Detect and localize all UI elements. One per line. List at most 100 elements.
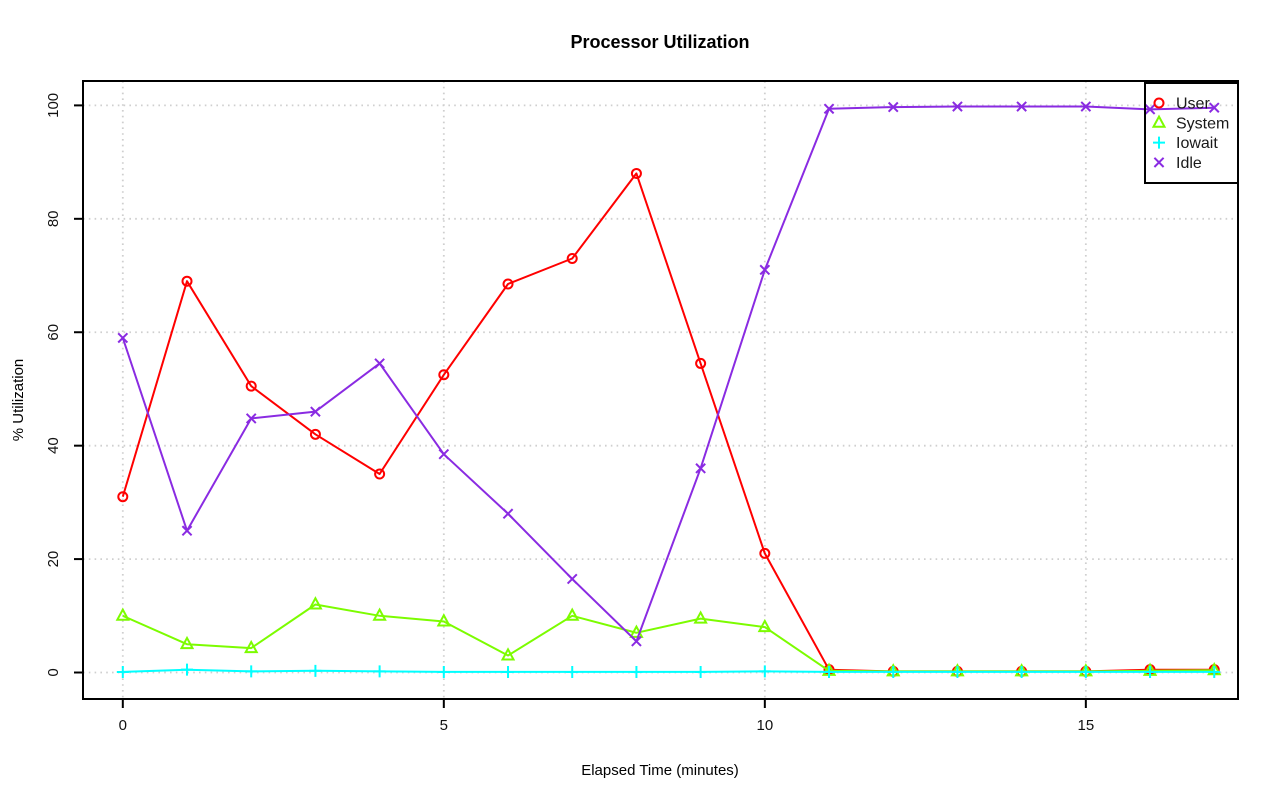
x-marker [502,508,514,520]
series-user-line [121,172,1215,673]
legend-box [1144,82,1239,184]
triangle-marker [244,639,259,654]
series-iowait-line [122,668,1215,673]
legend-label: System [1176,115,1229,132]
series-user [117,167,1220,677]
series-user-markers [117,167,1220,677]
triangle-marker [500,647,516,661]
grid [83,81,1238,699]
y-axis-title: % Utilization [10,359,27,442]
plus-marker [1015,665,1028,678]
triangle-marker [308,596,323,610]
plus-marker [758,665,771,678]
circle-marker [374,468,386,480]
x-tick-label: 5 [440,717,448,734]
y-tick-label: 20 [45,551,62,568]
plus-marker [1079,665,1092,678]
plus-marker [373,665,386,678]
triangle-marker [115,607,130,621]
plot-border [82,80,1239,700]
x-marker [1153,157,1165,168]
triangle-marker [565,607,580,621]
legend-label: Idle [1176,155,1202,172]
plus-marker [181,663,194,676]
plus-marker [823,665,836,678]
legend: User System Iowait Idle [1144,82,1239,184]
circle-marker [245,380,257,392]
circle-marker [181,275,193,287]
x-marker [1016,101,1027,112]
plus-marker [116,665,129,678]
legend-entry-system: System [1151,114,1229,132]
series-system [115,596,1222,677]
legend-entry-iowait: Iowait [1153,135,1218,152]
series-iowait-markers [116,663,1221,678]
plus-marker [887,665,900,678]
series-idle-markers [117,101,1220,647]
circle-marker [1153,97,1165,109]
x-marker [117,332,129,344]
x-marker [181,525,193,537]
plot-area: 0 5 10 15 0 20 40 60 80 100 User System Iowait Idle [45,80,1239,734]
x-marker [1144,104,1156,115]
circle-marker [695,357,707,369]
x-marker [374,358,385,369]
circle-marker [566,253,578,265]
plus-marker [694,665,707,678]
x-marker [759,264,771,276]
y-tick-label: 60 [45,324,62,341]
y-tick-label: 80 [45,210,62,227]
circle-marker [630,167,642,179]
x-tick-label: 15 [1077,717,1094,734]
plus-marker [502,665,515,678]
legend-entry-idle: Idle [1153,155,1202,172]
triangle-marker [693,610,708,624]
circle-marker [502,278,514,290]
x-marker [310,406,321,417]
circle-marker [438,369,450,381]
triangle-marker [179,635,195,650]
plus-marker [309,664,322,677]
x-axis: 0 5 10 15 [119,700,1094,734]
x-tick-label: 10 [756,717,773,734]
legend-label: User [1176,96,1210,113]
x-marker [438,448,450,460]
chart-title: Processor Utilization [570,32,749,52]
plus-marker [951,665,964,678]
series-system-markers [115,596,1222,677]
x-marker [952,101,963,112]
plus-marker [1144,665,1157,678]
legend-entry-user: User [1153,96,1210,113]
y-tick-label: 0 [45,668,62,676]
y-tick-label: 40 [45,437,62,454]
circle-marker [117,491,129,503]
triangle-marker [1151,114,1167,128]
series-idle-line [121,105,1215,643]
x-marker [887,101,899,113]
y-axis: 0 20 40 60 80 100 [45,93,82,677]
x-marker [695,463,706,474]
x-marker [245,413,257,424]
x-marker [1080,101,1092,112]
plus-marker [630,665,643,678]
x-marker [566,573,578,585]
x-marker [1208,102,1220,113]
series-system-line [122,603,1215,673]
plus-marker [566,665,579,678]
triangle-marker [372,607,387,621]
triangle-marker [436,613,451,627]
plus-marker [245,665,258,678]
circle-marker [759,547,771,559]
legend-label: Iowait [1176,135,1218,152]
x-marker [823,103,835,115]
plus-marker [1208,665,1221,678]
plus-marker [437,665,450,678]
x-axis-title: Elapsed Time (minutes) [581,762,739,779]
series-idle [117,101,1220,647]
x-marker [631,636,642,647]
x-tick-label: 0 [119,717,127,734]
y-tick-label: 100 [45,93,62,118]
circle-marker [309,428,321,440]
